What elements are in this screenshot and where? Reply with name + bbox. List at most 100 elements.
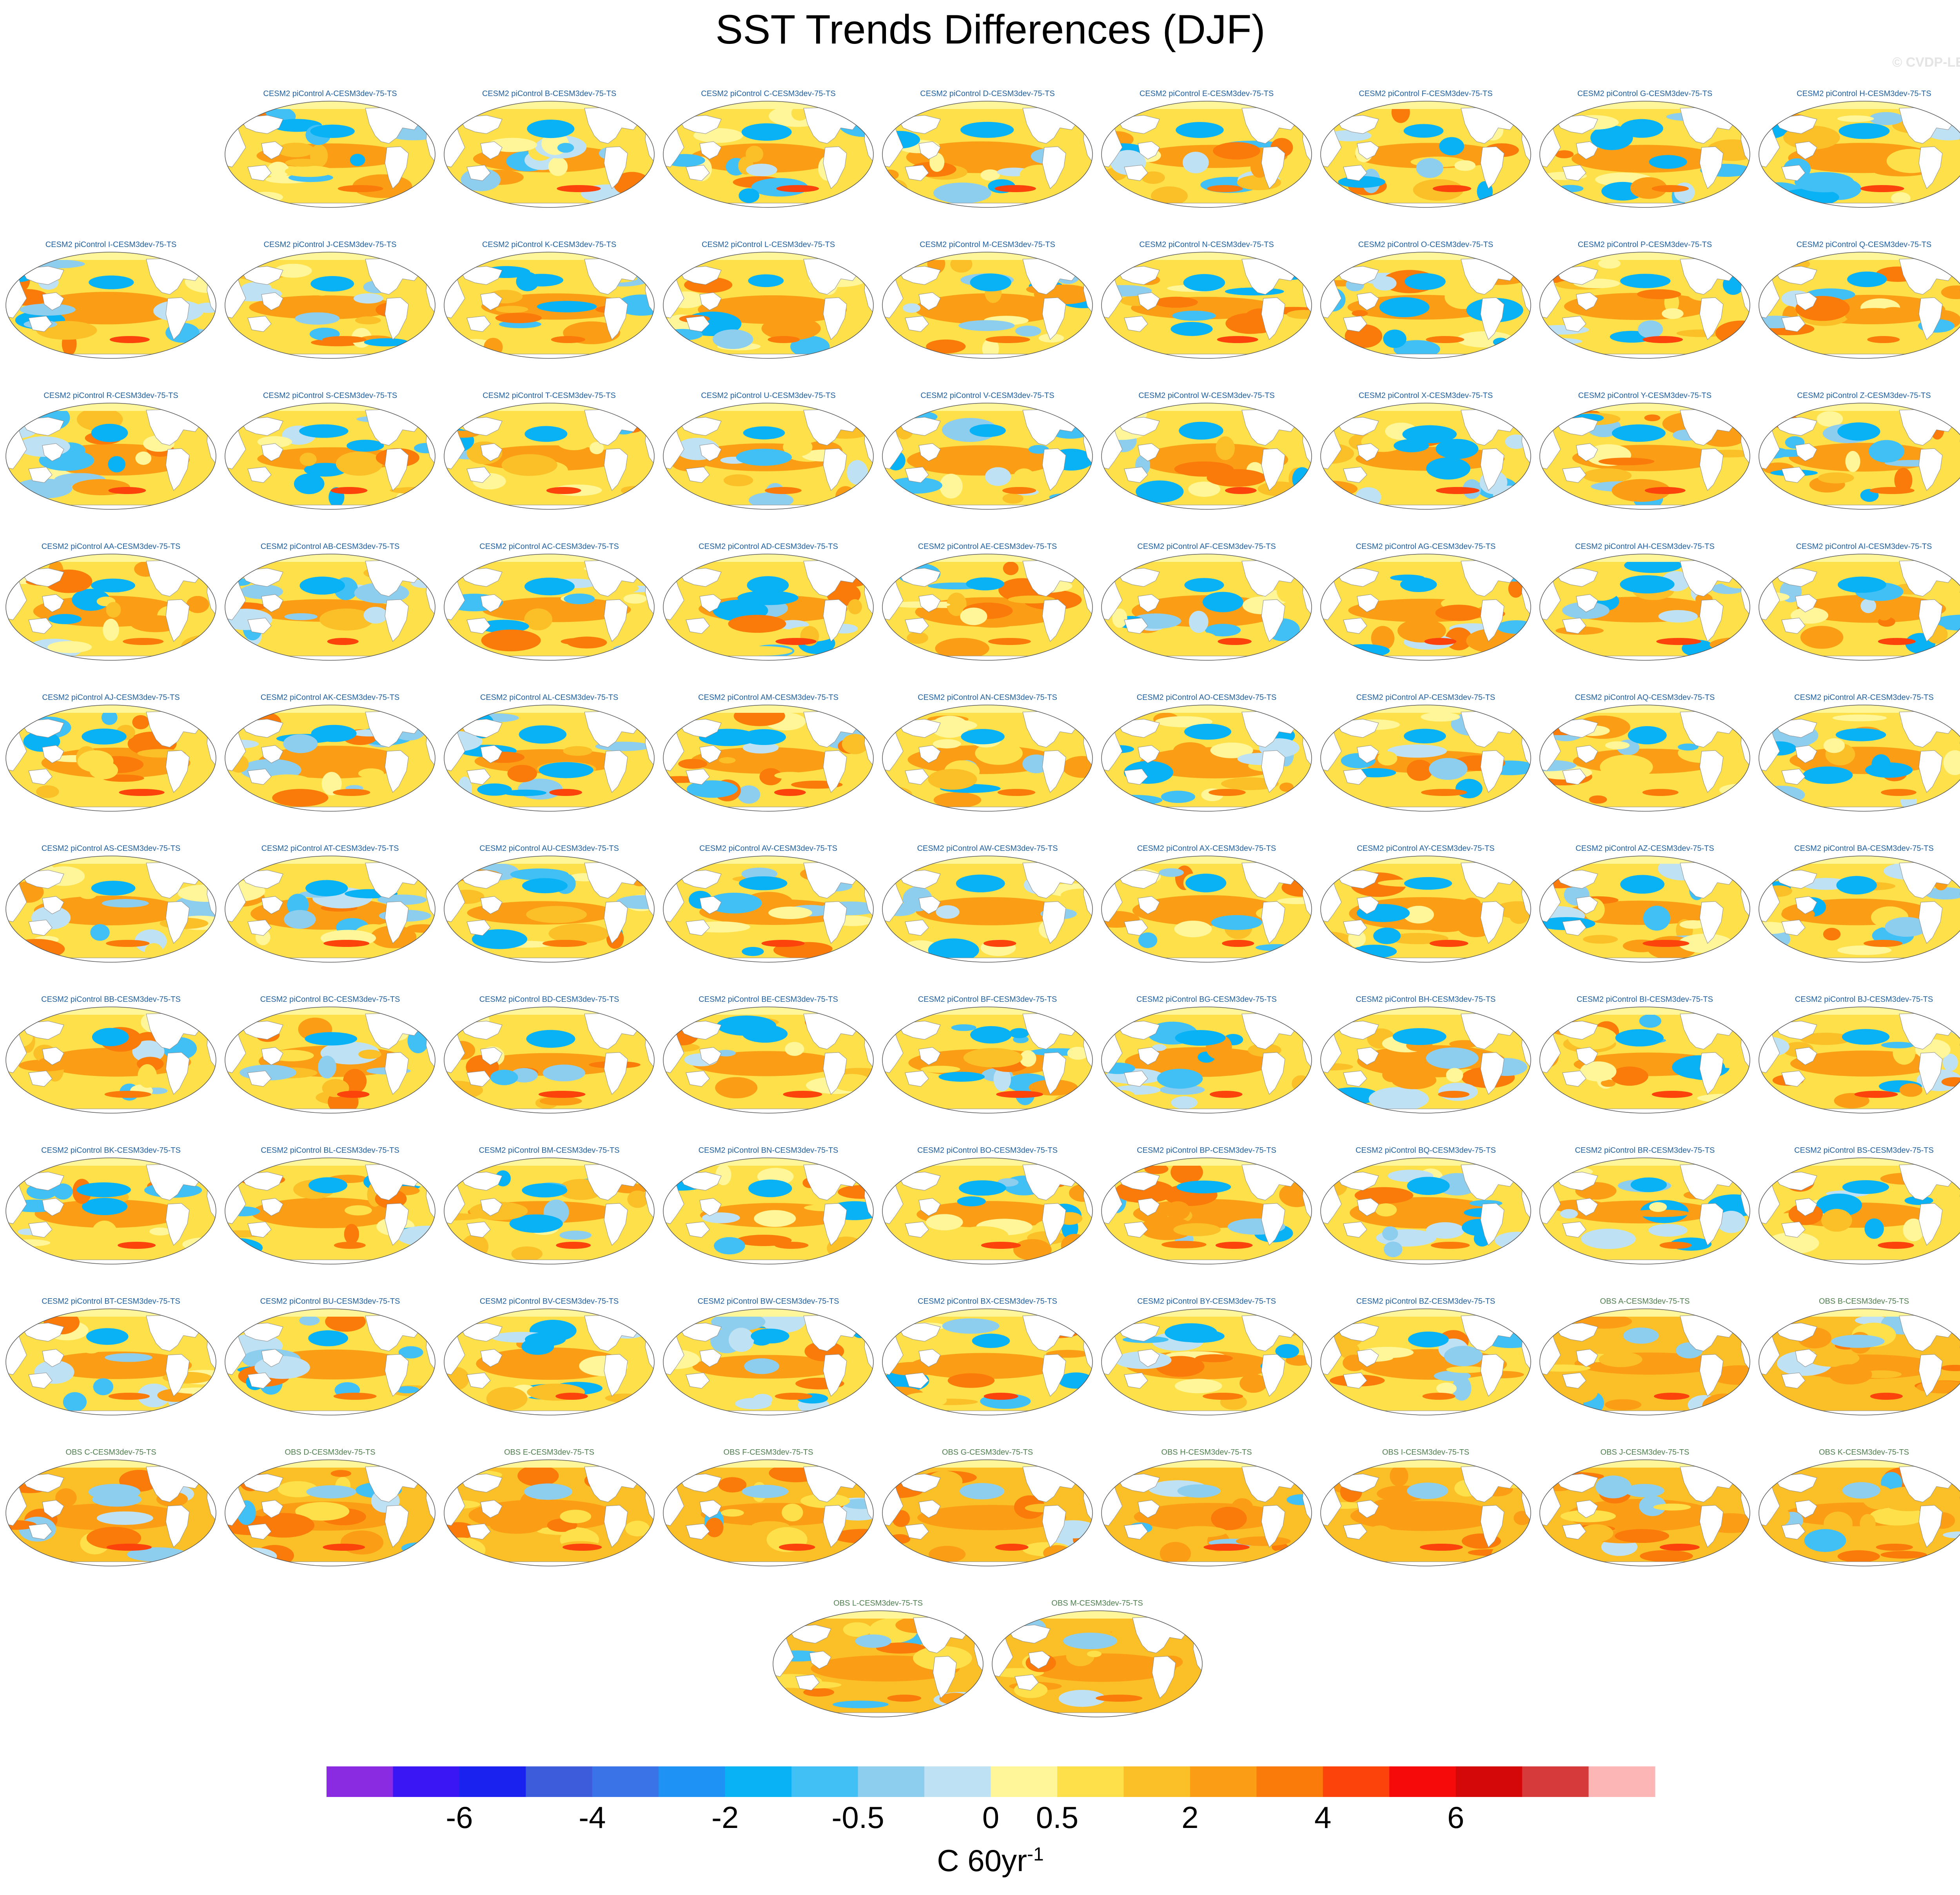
panel-title: CESM2 piControl BZ-CESM3dev-75-TS (1356, 1297, 1495, 1306)
panel-map (1759, 1157, 1960, 1265)
panel-map (1759, 403, 1960, 510)
panel-map (1320, 856, 1531, 963)
panel-title: CESM2 piControl BP-CESM3dev-75-TS (1137, 1146, 1276, 1155)
panel-title: CESM2 piControl AP-CESM3dev-75-TS (1356, 693, 1495, 702)
panel-map (882, 101, 1093, 208)
panel-title: CESM2 piControl D-CESM3dev-75-TS (920, 89, 1055, 98)
colorbar-tick-label: -2 (711, 1800, 739, 1835)
panel-title: CESM2 piControl BW-CESM3dev-75-TS (697, 1297, 839, 1306)
panel-map (225, 1007, 436, 1114)
panel-title: CESM2 piControl AL-CESM3dev-75-TS (480, 693, 619, 702)
panel-map (1539, 252, 1750, 359)
panel-title: CESM2 piControl AM-CESM3dev-75-TS (698, 693, 838, 702)
page-title: SST Trends Differences (DJF) (715, 7, 1265, 53)
panel-map (5, 252, 216, 359)
panel-map (882, 1459, 1093, 1566)
panel-map (1320, 1308, 1531, 1415)
panel-title: CESM2 piControl B-CESM3dev-75-TS (482, 89, 617, 98)
panel-title: OBS F-CESM3dev-75-TS (723, 1448, 813, 1457)
panel-title: CESM2 piControl AQ-CESM3dev-75-TS (1575, 693, 1715, 702)
colorbar-tick-label: 4 (1314, 1800, 1332, 1835)
panel-map (1101, 252, 1312, 359)
units-exponent: -1 (1027, 1844, 1044, 1865)
panel-map (882, 252, 1093, 359)
panel-map (663, 101, 874, 208)
panel-title: CESM2 piControl F-CESM3dev-75-TS (1359, 89, 1493, 98)
panel-title: CESM2 piControl AJ-CESM3dev-75-TS (42, 693, 180, 702)
panel-title: CESM2 piControl AG-CESM3dev-75-TS (1356, 542, 1496, 551)
panel-title: CESM2 piControl X-CESM3dev-75-TS (1358, 391, 1493, 400)
panel-map (1539, 856, 1750, 963)
panel-map (5, 403, 216, 510)
panel-title: CESM2 piControl R-CESM3dev-75-TS (44, 391, 178, 400)
panel-map (1539, 705, 1750, 812)
panel-title: CESM2 piControl BS-CESM3dev-75-TS (1794, 1146, 1934, 1155)
panel-map (663, 1157, 874, 1265)
panel-title: CESM2 piControl BJ-CESM3dev-75-TS (1795, 995, 1933, 1004)
panel-map (5, 705, 216, 812)
panel-map (663, 252, 874, 359)
panel-map (1101, 1157, 1312, 1265)
panel-map (225, 403, 436, 510)
panel-map (1539, 1308, 1750, 1415)
panel-title: CESM2 piControl BQ-CESM3dev-75-TS (1356, 1146, 1496, 1155)
panel-map (1320, 252, 1531, 359)
panel-title: OBS G-CESM3dev-75-TS (942, 1448, 1033, 1457)
panel-title: CESM2 piControl AU-CESM3dev-75-TS (479, 844, 619, 853)
panel-map (1539, 1459, 1750, 1566)
panel-map (1320, 1157, 1531, 1265)
panel-map (1759, 1459, 1960, 1566)
panel-map (1320, 705, 1531, 812)
panel-map (5, 554, 216, 661)
panel-map (882, 1007, 1093, 1114)
panel-title: CESM2 piControl BI-CESM3dev-75-TS (1577, 995, 1713, 1004)
panel-map (444, 252, 655, 359)
panel-title: CESM2 piControl AI-CESM3dev-75-TS (1796, 542, 1932, 551)
panel-map (444, 1308, 655, 1415)
colorbar-tick-label: -0.5 (831, 1800, 884, 1835)
panel-map (663, 554, 874, 661)
panel-title: CESM2 piControl M-CESM3dev-75-TS (920, 240, 1055, 249)
panel-map (5, 1308, 216, 1415)
panel-title: CESM2 piControl V-CESM3dev-75-TS (920, 391, 1054, 400)
panel-title: CESM2 piControl AR-CESM3dev-75-TS (1794, 693, 1934, 702)
panel-map (882, 1157, 1093, 1265)
panel-title: CESM2 piControl BC-CESM3dev-75-TS (260, 995, 400, 1004)
panel-map (1101, 101, 1312, 208)
panel-map (444, 403, 655, 510)
panel-title: CESM2 piControl BR-CESM3dev-75-TS (1575, 1146, 1715, 1155)
panel-title: CESM2 piControl S-CESM3dev-75-TS (263, 391, 397, 400)
units-base: C 60yr (937, 1843, 1027, 1878)
colorbar-tick-label: -6 (446, 1800, 473, 1835)
panel-map (225, 252, 436, 359)
colorbar-tick-label: 6 (1447, 1800, 1465, 1835)
panel-map (1320, 101, 1531, 208)
panel-title: CESM2 piControl BK-CESM3dev-75-TS (41, 1146, 181, 1155)
panel-title: OBS I-CESM3dev-75-TS (1382, 1448, 1470, 1457)
panel-title: CESM2 piControl AT-CESM3dev-75-TS (261, 844, 399, 853)
panel-map (1759, 554, 1960, 661)
panel-map (882, 1308, 1093, 1415)
panel-title: OBS C-CESM3dev-75-TS (65, 1448, 156, 1457)
panel-map (1759, 1007, 1960, 1114)
panel-title: CESM2 piControl AD-CESM3dev-75-TS (699, 542, 838, 551)
panel-title: CESM2 piControl AC-CESM3dev-75-TS (479, 542, 619, 551)
panel-title: OBS E-CESM3dev-75-TS (504, 1448, 595, 1457)
panel-title: CESM2 piControl BN-CESM3dev-75-TS (698, 1146, 838, 1155)
panel-title: CESM2 piControl I-CESM3dev-75-TS (45, 240, 177, 249)
panel-map (1539, 403, 1750, 510)
panel-map (1101, 554, 1312, 661)
panel-map (5, 1007, 216, 1114)
panel-title: CESM2 piControl N-CESM3dev-75-TS (1139, 240, 1274, 249)
panel-map (1101, 1007, 1312, 1114)
panel-title: CESM2 piControl Y-CESM3dev-75-TS (1578, 391, 1712, 400)
panel-title: CESM2 piControl AV-CESM3dev-75-TS (699, 844, 837, 853)
panel-title: CESM2 piControl C-CESM3dev-75-TS (701, 89, 836, 98)
panel-title: OBS B-CESM3dev-75-TS (1818, 1297, 1909, 1306)
panel-title: CESM2 piControl AE-CESM3dev-75-TS (918, 542, 1057, 551)
panel-map (444, 554, 655, 661)
panel-map (1759, 252, 1960, 359)
panel-map (773, 1610, 984, 1717)
panel-map (1320, 1459, 1531, 1566)
